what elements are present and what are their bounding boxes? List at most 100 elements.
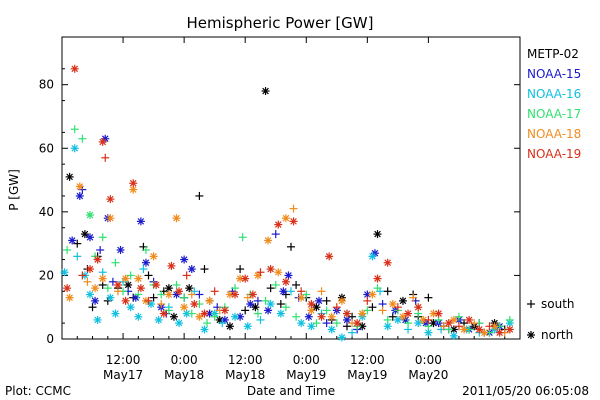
data-point bbox=[271, 280, 280, 289]
data-point bbox=[287, 242, 295, 251]
data-point bbox=[98, 137, 107, 146]
data-point bbox=[281, 214, 290, 223]
data-point bbox=[248, 290, 257, 299]
y-tick-label: 40 bbox=[39, 205, 54, 219]
data-point bbox=[129, 179, 138, 188]
y-axis-label: P [GW] bbox=[7, 169, 21, 211]
data-point bbox=[292, 280, 301, 289]
data-point bbox=[103, 284, 112, 293]
data-point bbox=[342, 309, 351, 318]
data-point bbox=[304, 312, 313, 321]
data-point bbox=[297, 287, 306, 296]
data-point bbox=[93, 315, 102, 324]
data-point bbox=[495, 328, 504, 337]
data-point bbox=[60, 268, 69, 277]
data-point bbox=[200, 309, 209, 318]
data-point bbox=[152, 280, 161, 289]
data-point bbox=[274, 220, 283, 229]
data-point bbox=[73, 252, 82, 261]
data-point bbox=[424, 293, 433, 302]
x-tick-time-label: 0:00 bbox=[415, 353, 442, 367]
data-point bbox=[93, 255, 102, 264]
data-point bbox=[378, 306, 387, 315]
data-point bbox=[231, 290, 240, 299]
legend-entry: NOAA-19 bbox=[527, 147, 581, 161]
data-point bbox=[404, 319, 413, 328]
x-tick-time-label: 12:00 bbox=[228, 353, 263, 367]
data-point bbox=[373, 230, 382, 239]
data-point bbox=[322, 306, 331, 315]
footer-plot-credit: Plot: CCMC bbox=[5, 384, 71, 398]
x-tick-date-label: May18 bbox=[164, 368, 204, 382]
x-tick-time-label: 12:00 bbox=[106, 353, 141, 367]
data-point bbox=[348, 328, 357, 337]
data-point bbox=[113, 280, 122, 289]
data-point bbox=[141, 245, 150, 254]
data-point bbox=[274, 268, 283, 277]
data-point bbox=[63, 245, 72, 254]
data-point bbox=[368, 252, 377, 261]
data-point bbox=[159, 309, 168, 318]
data-point bbox=[85, 233, 94, 242]
legend-marker-label: north bbox=[541, 328, 573, 342]
data-point bbox=[404, 309, 413, 318]
data-point bbox=[203, 319, 212, 328]
data-point bbox=[292, 312, 301, 321]
data-point bbox=[85, 265, 94, 274]
data-point bbox=[505, 315, 514, 324]
data-point bbox=[172, 214, 181, 223]
data-point bbox=[307, 300, 316, 309]
data-point bbox=[63, 284, 72, 293]
data-point bbox=[317, 312, 326, 321]
data-point bbox=[185, 284, 194, 293]
data-point bbox=[134, 312, 143, 321]
data-point bbox=[180, 303, 189, 312]
data-point bbox=[157, 300, 166, 309]
data-point bbox=[144, 296, 153, 305]
x-tick-date-label: May17 bbox=[103, 368, 143, 382]
data-point bbox=[388, 300, 397, 309]
data-point bbox=[85, 290, 94, 299]
data-points-layer bbox=[60, 64, 514, 342]
data-point bbox=[264, 306, 273, 315]
y-tick-label: 60 bbox=[39, 141, 54, 155]
data-point bbox=[68, 236, 77, 245]
data-point bbox=[414, 303, 423, 312]
data-point bbox=[121, 274, 130, 283]
data-point bbox=[449, 331, 458, 340]
data-point bbox=[327, 312, 336, 321]
data-point bbox=[475, 325, 484, 334]
data-point bbox=[383, 258, 392, 267]
chart-title: Hemispheric Power [GW] bbox=[187, 14, 374, 32]
data-point bbox=[210, 312, 219, 321]
data-point bbox=[91, 284, 100, 293]
data-point bbox=[218, 319, 227, 328]
data-point bbox=[434, 309, 443, 318]
legend-marker-symbol bbox=[527, 331, 535, 339]
data-point bbox=[307, 322, 316, 331]
data-point bbox=[266, 265, 275, 274]
data-point bbox=[322, 296, 331, 305]
data-point bbox=[256, 315, 265, 324]
legend: METP-02 NOAA-15 NOAA-16 NOAA-17 NOAA-18 NOAA-… bbox=[527, 47, 581, 342]
legend-entry: NOAA-17 bbox=[527, 107, 581, 121]
data-point bbox=[149, 293, 158, 302]
y-tick-label: 0 bbox=[46, 332, 54, 346]
data-point bbox=[220, 306, 229, 315]
data-point bbox=[312, 319, 321, 328]
data-point bbox=[180, 255, 189, 264]
data-point bbox=[70, 64, 79, 73]
data-point bbox=[200, 325, 209, 334]
data-point bbox=[75, 182, 84, 191]
data-point bbox=[241, 274, 250, 283]
x-axis-label: Date and Time bbox=[247, 384, 335, 398]
data-point bbox=[444, 319, 453, 328]
data-point bbox=[314, 296, 323, 305]
data-point bbox=[256, 268, 265, 277]
data-point bbox=[383, 287, 392, 296]
axes-layer: 02040608012:00May170:00May1812:00May180:… bbox=[39, 37, 520, 382]
data-point bbox=[505, 325, 514, 334]
data-point bbox=[141, 258, 150, 267]
data-point bbox=[485, 322, 494, 331]
series-metp-02 bbox=[65, 87, 509, 337]
